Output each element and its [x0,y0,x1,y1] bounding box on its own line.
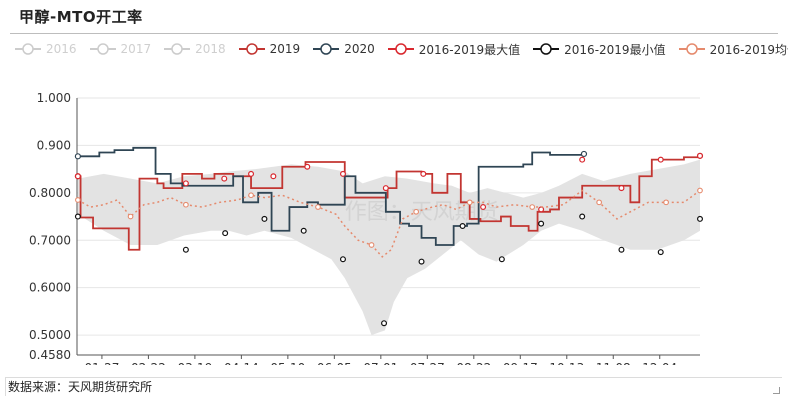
series-point [183,201,189,208]
x-tick-label: 06-05 [317,361,352,365]
series-point [498,256,505,263]
series-point [127,213,134,220]
legend-marker-icon [313,43,340,55]
series-point [74,153,81,160]
series-point [339,170,346,177]
series-point [261,215,268,222]
series-point [596,199,602,206]
y-tick-label: 0.6000 [29,281,71,295]
series-point [538,220,545,227]
series-point [221,175,228,182]
series-point [697,187,703,194]
series-point [182,180,189,187]
series-point [466,199,473,206]
legend-item-4[interactable]: 2020 [312,42,375,56]
y-tick-label: 0.8000 [29,186,71,200]
x-tick-label: 09-17 [503,361,538,365]
legend-marker-icon [15,43,41,55]
series-point [74,173,81,180]
legend-label: 2016-2019最小值 [564,42,666,57]
legend: 2016 2017 2018 2019 2020 2016-2019最大值 2016-201… [14,40,788,58]
legend-marker-icon [238,43,265,55]
series-line-4 [77,189,701,258]
legend-marker-icon [89,43,116,55]
x-tick-label: 10-13 [549,361,584,365]
legend-item-1[interactable]: 2017 [89,42,152,56]
x-tick-label: 01-27 [84,361,119,365]
legend-label: 2020 [344,42,375,56]
x-tick-label: 03-19 [177,361,212,365]
series-point [74,213,81,220]
source-text: 数据来源：天风期货研究所 [8,380,153,394]
series-point [657,249,664,256]
series-line-1 [77,146,585,246]
legend-label: 2016-2019最大值 [418,42,521,57]
series-point [618,185,625,192]
y-tick-label: 1.000 [37,91,71,105]
title-divider [10,33,778,34]
legend-label: 2019 [269,42,301,56]
series-point [580,150,588,158]
series-point [222,230,229,237]
series-point [579,156,586,163]
source-footer: 数据来源：天风期货研究所 [5,377,782,396]
series-point [459,223,466,230]
legend-item-3[interactable]: 2019 [238,42,301,56]
legend-label: 2016 [46,42,77,56]
series-point [480,204,487,211]
series-point [663,199,669,206]
series-point [418,258,425,265]
series-point [529,204,536,210]
x-tick-label: 04-14 [224,361,259,365]
x-tick-label: 05-10 [270,361,305,365]
series-point [413,208,420,215]
series-point [618,246,625,253]
watermark-text: 作图：天风期货 [345,200,499,225]
y-tick-label: 0.4580 [29,348,71,362]
series-point [300,227,307,234]
series-point [696,215,703,222]
legend-marker-icon [164,43,191,55]
y-tick-label: 0.900 [37,138,71,152]
series-point [657,156,664,163]
chart-title: 甲醇-MTO开工率 [19,8,143,26]
series-point [381,320,388,327]
series-point [304,163,311,170]
legend-marker-icon [678,43,705,55]
x-tick-label: 08-22 [456,361,491,365]
legend-marker-icon [533,43,560,55]
legend-item-7[interactable]: 2016-2019均值 [678,41,788,58]
legend-item-2[interactable]: 2018 [163,42,226,56]
series-point [182,246,189,253]
legend-item-6[interactable]: 2016-2019最小值 [532,41,666,58]
legend-label: 2016-2019均值 [709,42,788,57]
series-point [270,173,277,180]
series-point [315,204,321,210]
legend-item-0[interactable]: 2016 [14,42,77,56]
x-tick-label: 07-01 [363,361,398,365]
x-tick-label: 12-04 [642,361,677,365]
max-min-band [77,159,700,336]
series-point [248,192,254,199]
y-tick-label: 0.5000 [29,328,71,342]
x-tick-label: 07-27 [410,361,445,365]
series-point [339,256,346,263]
x-tick-label: 11-08 [596,361,631,365]
series-point [368,242,375,248]
legend-marker-icon [387,43,414,55]
series-point [579,213,586,220]
legend-item-5[interactable]: 2016-2019最大值 [387,41,520,58]
series-point [382,185,389,192]
chart-canvas: 1.000 0.900 0.8000 0.7000 0.6000 0.5000 0.4580… [29,91,704,365]
x-tick-label: 02-22 [131,361,166,365]
resize-handle[interactable] [773,387,780,394]
y-tick-label: 0.7000 [29,233,71,247]
series-point [420,170,427,177]
series-point [248,170,255,177]
legend-label: 2017 [120,42,152,56]
legend-label: 2018 [195,42,226,56]
series-point [75,197,81,203]
series-point [696,152,703,159]
